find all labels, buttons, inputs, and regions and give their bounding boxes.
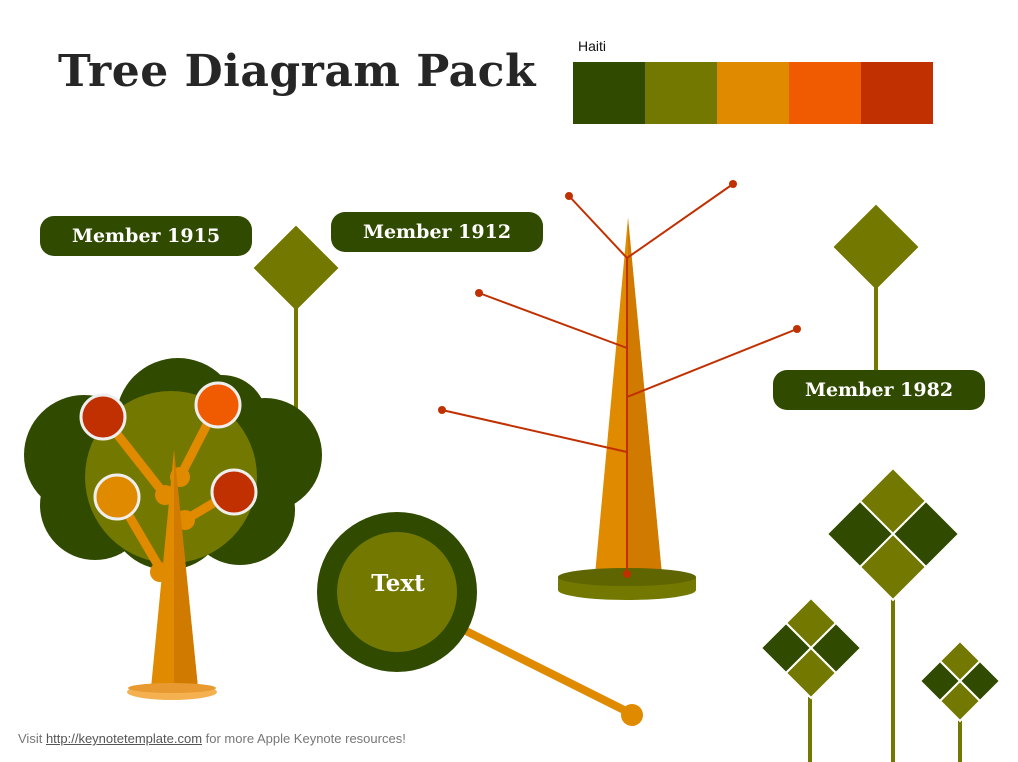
footer-prefix: Visit bbox=[18, 731, 46, 746]
marker-diamond-left bbox=[253, 225, 339, 311]
marker-right bbox=[833, 204, 919, 375]
swatch-4 bbox=[789, 62, 861, 124]
palette-label: Haiti bbox=[578, 38, 607, 54]
footer-suffix: for more Apple Keynote resources! bbox=[202, 731, 406, 746]
swatch-3 bbox=[717, 62, 789, 124]
swatch-5 bbox=[861, 62, 933, 124]
swatch-1 bbox=[573, 62, 645, 124]
label-member-1912: Member 1912 bbox=[331, 212, 543, 252]
swatch-2 bbox=[645, 62, 717, 124]
label-member-1915: Member 1915 bbox=[40, 216, 252, 256]
leafy-tree bbox=[24, 225, 339, 700]
magnifier-shape bbox=[317, 512, 643, 726]
label-member-1982: Member 1982 bbox=[773, 370, 985, 410]
node-circle bbox=[210, 468, 258, 516]
page-title: Tree Diagram Pack bbox=[58, 46, 536, 97]
diamond-plants bbox=[759, 466, 1002, 762]
color-palette bbox=[573, 62, 933, 124]
node-circle bbox=[79, 393, 127, 441]
circle-text: Text bbox=[371, 570, 425, 597]
spike-tree bbox=[438, 180, 801, 600]
footer: Visit http://keynotetemplate.com for mor… bbox=[18, 731, 406, 746]
node-circle bbox=[93, 473, 141, 521]
node-circle bbox=[194, 381, 242, 429]
footer-link[interactable]: http://keynotetemplate.com bbox=[45, 731, 203, 746]
